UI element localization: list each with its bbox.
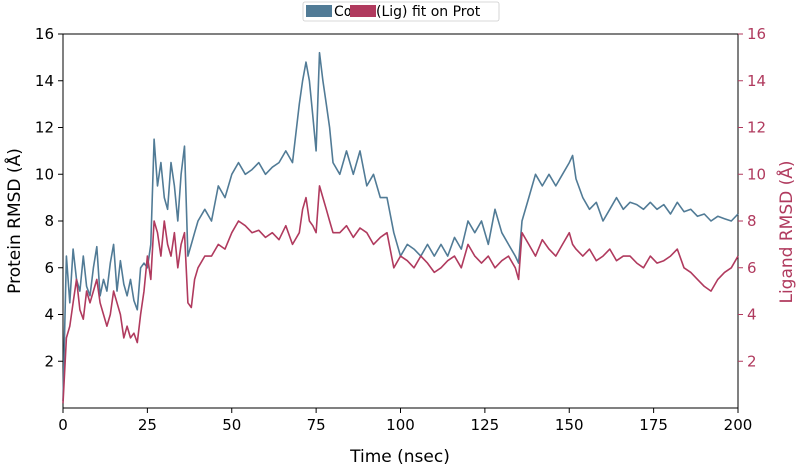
legend-swatch-ligand xyxy=(350,5,376,17)
legend-swatch-ca xyxy=(306,5,332,17)
legend: Cα (Lig) fit on Prot xyxy=(302,1,500,22)
series-line-ligand xyxy=(62,185,739,404)
x-tick-label: 100 xyxy=(386,416,415,434)
right-y-tick-label: 8 xyxy=(747,212,757,230)
legend-label-ca: Cα xyxy=(334,4,353,20)
x-tick-label: 50 xyxy=(222,416,241,434)
right-y-axis-label: Ligand RMSD (Å) xyxy=(775,160,797,303)
left-y-tick-label: 10 xyxy=(35,165,54,183)
left-y-tick-label: 12 xyxy=(35,119,54,137)
left-y-ticks: 2 4 6 8 10 12 14 16 xyxy=(35,25,63,370)
right-y-tick-label: 4 xyxy=(747,306,757,324)
plot-lines xyxy=(62,51,739,404)
x-tick-label: 125 xyxy=(471,416,500,434)
x-tick-label: 25 xyxy=(138,416,157,434)
left-y-tick-label: 14 xyxy=(35,72,54,90)
x-axis-label: Time (nsec) xyxy=(349,447,450,467)
x-tick-label: 200 xyxy=(724,416,753,434)
right-y-tick-label: 14 xyxy=(747,72,766,90)
series-line-protein-ca xyxy=(62,51,739,402)
x-tick-label: 0 xyxy=(58,416,68,434)
right-y-tick-label: 16 xyxy=(747,25,766,43)
left-y-tick-label: 16 xyxy=(35,25,54,43)
right-y-ticks: 2 4 6 8 10 12 14 16 xyxy=(738,25,766,370)
x-tick-label: 75 xyxy=(307,416,326,434)
right-y-tick-label: 10 xyxy=(747,165,766,183)
left-y-tick-label: 4 xyxy=(44,306,54,324)
left-y-tick-label: 2 xyxy=(44,352,54,370)
left-y-tick-label: 8 xyxy=(44,212,54,230)
x-tick-label: 150 xyxy=(555,416,584,434)
x-tick-label: 175 xyxy=(639,416,668,434)
legend-label-ligand: (Lig) fit on Prot xyxy=(376,4,481,20)
right-y-tick-label: 12 xyxy=(747,119,766,137)
x-ticks: 0 25 50 75 100 125 150 175 200 xyxy=(58,408,752,434)
left-y-tick-label: 6 xyxy=(44,259,54,277)
right-y-tick-label: 2 xyxy=(747,352,757,370)
right-y-tick-label: 6 xyxy=(747,259,757,277)
left-y-axis-label: Protein RMSD (Å) xyxy=(3,148,25,294)
